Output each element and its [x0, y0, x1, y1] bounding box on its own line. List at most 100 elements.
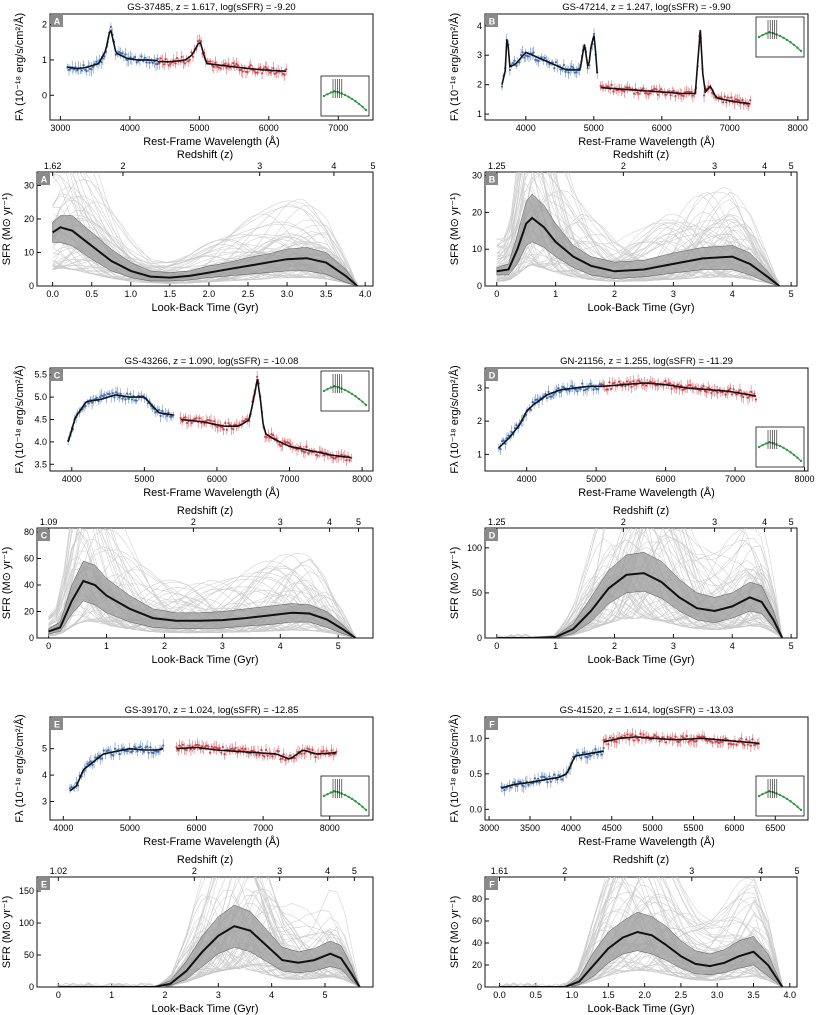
- data-point: [687, 741, 690, 744]
- y-tick-label: 2: [42, 20, 47, 30]
- data-point: [280, 757, 284, 760]
- y-tick-label: 4.5: [34, 415, 47, 425]
- data-point: [140, 55, 143, 58]
- data-point: [87, 402, 90, 405]
- data-point: [68, 787, 72, 790]
- data-point: [284, 758, 287, 762]
- x-tick-label: 4000: [561, 823, 581, 833]
- data-point: [148, 61, 151, 64]
- data-point: [82, 64, 85, 67]
- data-point: [133, 745, 136, 748]
- x-tick-label: 6000: [652, 123, 672, 133]
- data-point: [672, 89, 675, 93]
- inset-point: [357, 102, 361, 106]
- data-point: [626, 733, 629, 736]
- y-tick-label: 40: [24, 580, 34, 590]
- data-point: [546, 781, 549, 784]
- data-point: [624, 385, 627, 388]
- data-point: [95, 396, 98, 399]
- x-tick-label: 1.5: [164, 289, 177, 299]
- data-point: [601, 383, 605, 386]
- y-tick-label: 0: [42, 90, 47, 100]
- data-point: [695, 740, 698, 743]
- y-tick-label: 1.0: [469, 733, 482, 743]
- data-point: [220, 751, 223, 754]
- data-point: [119, 392, 122, 395]
- data-point: [644, 384, 648, 387]
- inset-point: [329, 791, 333, 794]
- y-tick-label: 20: [24, 214, 34, 224]
- data-point: [572, 67, 575, 70]
- top-tick-label: 1.02: [50, 866, 68, 876]
- data-point: [571, 385, 574, 388]
- x-tick-label: 1: [553, 289, 558, 299]
- data-point: [549, 395, 552, 398]
- photometry-inset: [320, 775, 370, 817]
- data-point: [512, 62, 515, 65]
- plot-area: [500, 728, 761, 797]
- data-point: [88, 761, 91, 764]
- sfh-confidence-band: [48, 560, 356, 638]
- panel-badge: [38, 173, 50, 185]
- x-axis-label: Rest-Frame Wavelength (Å): [143, 835, 280, 848]
- top-tick-label: 1.25: [488, 161, 506, 171]
- data-point: [277, 750, 280, 753]
- x-tick-label: 4: [730, 641, 735, 651]
- data-point: [107, 748, 110, 752]
- sfh-draw-line: [496, 189, 780, 285]
- data-point: [184, 416, 187, 419]
- data-point: [612, 90, 615, 93]
- data-point: [750, 390, 753, 393]
- panel-badge: [51, 15, 63, 27]
- data-point: [161, 409, 164, 412]
- inset-point: [761, 792, 764, 796]
- y-axis-label: SFR (M⊙ yr⁻¹): [1, 193, 13, 265]
- data-point: [300, 449, 303, 452]
- inset-point: [778, 793, 782, 797]
- data-point: [568, 389, 571, 392]
- sfh-draw-line: [499, 894, 783, 987]
- data-point: [240, 747, 244, 750]
- data-point: [575, 71, 578, 74]
- x-tick-label: 3.0: [711, 990, 724, 1000]
- inset-point: [354, 395, 357, 398]
- data-point: [259, 66, 262, 69]
- data-point: [595, 387, 598, 391]
- x-tick-label: 0.5: [530, 990, 543, 1000]
- model-fit-line: [157, 41, 287, 72]
- data-point: [278, 443, 281, 446]
- data-point: [724, 737, 727, 740]
- data-point: [548, 775, 551, 778]
- panel-title: GS-41520, z = 1.614, log(sSFR) = -13.03: [560, 705, 734, 716]
- data-point: [664, 379, 667, 383]
- x-tick-label: 1: [109, 990, 114, 1000]
- data-point: [256, 375, 259, 378]
- data-point: [576, 390, 579, 393]
- sfh-draw-line: [496, 233, 780, 286]
- data-point: [561, 385, 565, 389]
- data-point: [224, 421, 227, 425]
- x-tick-label: 2: [162, 990, 167, 1000]
- data-point: [592, 32, 596, 35]
- data-point: [513, 781, 516, 784]
- data-point: [702, 94, 706, 97]
- sfh-draw-line: [58, 895, 360, 987]
- inset-point: [350, 392, 354, 396]
- data-point: [80, 69, 83, 72]
- y-tick-label: 5.0: [34, 392, 47, 402]
- inset-point: [350, 797, 354, 801]
- data-point: [557, 387, 560, 390]
- top-tick-label: 3: [689, 866, 694, 876]
- y-tick-label: 0.5: [469, 769, 482, 779]
- data-point: [263, 755, 266, 758]
- plot-frame: [49, 716, 374, 821]
- data-point: [264, 748, 268, 751]
- x-tick-label: 3000: [479, 823, 499, 833]
- y-tick-label: 30: [472, 171, 482, 181]
- data-point: [562, 63, 565, 67]
- x-tick-label: 3: [671, 641, 676, 651]
- data-point: [235, 62, 238, 66]
- panel-badge: [486, 529, 498, 541]
- data-point: [179, 416, 182, 420]
- x-tick-label: 0.5: [85, 289, 98, 299]
